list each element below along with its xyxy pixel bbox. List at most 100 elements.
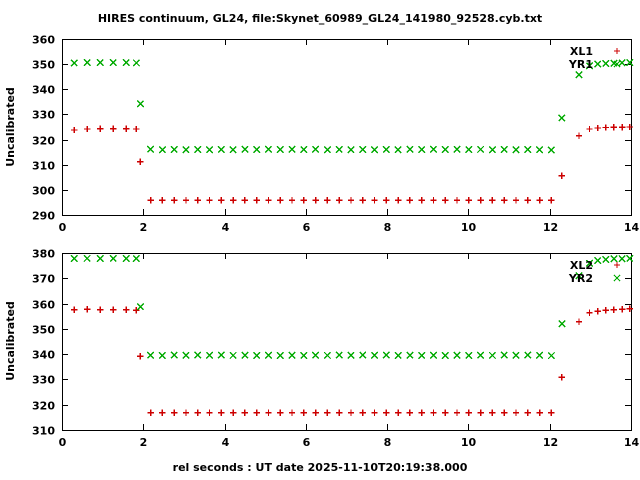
data-point	[512, 145, 520, 154]
data-point	[524, 351, 532, 359]
data-point	[182, 409, 190, 416]
data-point	[626, 305, 633, 313]
data-point	[453, 409, 461, 417]
data-point	[618, 254, 626, 263]
data-point	[347, 409, 355, 416]
data-point	[602, 255, 610, 264]
data-point	[594, 124, 601, 132]
data-point	[205, 145, 214, 154]
data-point	[430, 196, 437, 204]
data-point	[241, 196, 249, 204]
data-point	[276, 351, 284, 360]
y-tick-label: 310	[32, 160, 55, 173]
y-tick-label: 340	[32, 349, 55, 362]
data-point	[194, 351, 202, 359]
y-tick-label: 330	[32, 109, 55, 122]
data-point	[394, 145, 402, 154]
x-tick-label: 4	[222, 436, 230, 449]
data-point	[594, 307, 601, 315]
data-point	[359, 145, 367, 154]
data-point	[417, 351, 426, 360]
y-tick-label: 320	[32, 135, 55, 148]
data-point	[535, 351, 544, 360]
x-tick-label: 6	[303, 436, 311, 449]
data-point	[70, 254, 78, 263]
data-point	[394, 197, 402, 204]
data-point	[575, 318, 583, 325]
data-point	[453, 351, 461, 359]
data-point	[406, 409, 414, 417]
data-point	[241, 351, 249, 359]
data-point	[323, 145, 332, 154]
data-point	[347, 197, 355, 204]
data-point	[146, 351, 155, 359]
data-point	[137, 352, 144, 360]
data-point	[241, 409, 249, 417]
x-tick-label: 4	[222, 221, 230, 234]
data-point	[312, 409, 319, 417]
data-point	[158, 351, 167, 360]
data-point	[335, 196, 343, 204]
data-point	[96, 254, 104, 263]
data-point	[593, 60, 602, 68]
data-point	[417, 145, 426, 154]
data-point	[394, 409, 402, 416]
data-point	[618, 306, 626, 313]
data-point	[110, 125, 117, 132]
data-point	[500, 351, 508, 359]
data-point	[585, 259, 594, 268]
data-point	[83, 58, 91, 67]
data-point	[277, 409, 284, 416]
data-point	[429, 145, 438, 154]
data-point	[170, 196, 178, 204]
data-point	[536, 197, 543, 204]
data-point	[347, 351, 355, 360]
data-point	[276, 145, 284, 154]
data-point	[182, 145, 190, 154]
data-point	[182, 351, 190, 360]
data-point	[441, 145, 449, 154]
data-point	[109, 254, 117, 263]
data-point	[477, 196, 484, 204]
data-point	[406, 196, 414, 204]
data-point	[335, 409, 343, 417]
data-point	[524, 409, 531, 417]
data-point	[441, 351, 449, 360]
x-tick-label: 8	[384, 436, 392, 449]
data-point	[147, 197, 154, 204]
x-tick-label: 12	[543, 436, 558, 449]
series-XL1	[70, 123, 633, 204]
y-tick-label: 360	[32, 34, 55, 47]
data-point	[205, 351, 214, 360]
data-point	[300, 145, 308, 154]
y-tick-label: 330	[32, 374, 55, 387]
data-point	[500, 196, 508, 204]
y-tick-label: 300	[32, 185, 55, 198]
data-point	[218, 409, 225, 417]
legend-marker-YR2	[613, 274, 621, 282]
data-point	[253, 197, 260, 204]
data-point	[312, 196, 319, 204]
data-point	[311, 145, 320, 154]
data-point	[123, 125, 130, 132]
x-tick-label: 8	[384, 221, 392, 234]
x-tick-label: 2	[140, 436, 148, 449]
data-point	[558, 374, 566, 381]
page-title: HIRES continuum, GL24, file:Skynet_60989…	[98, 12, 542, 25]
y-tick-label: 320	[32, 400, 55, 413]
plot-frame	[62, 253, 632, 431]
data-point	[182, 197, 190, 204]
data-point	[264, 351, 273, 359]
data-point	[371, 409, 378, 416]
data-point	[465, 409, 473, 416]
data-point	[324, 409, 331, 416]
data-point	[465, 145, 473, 154]
data-point	[602, 124, 610, 131]
data-point	[575, 272, 583, 280]
data-point	[133, 125, 140, 133]
data-point	[602, 59, 610, 68]
legend-marker-XL1	[613, 47, 621, 55]
data-point	[170, 145, 178, 154]
